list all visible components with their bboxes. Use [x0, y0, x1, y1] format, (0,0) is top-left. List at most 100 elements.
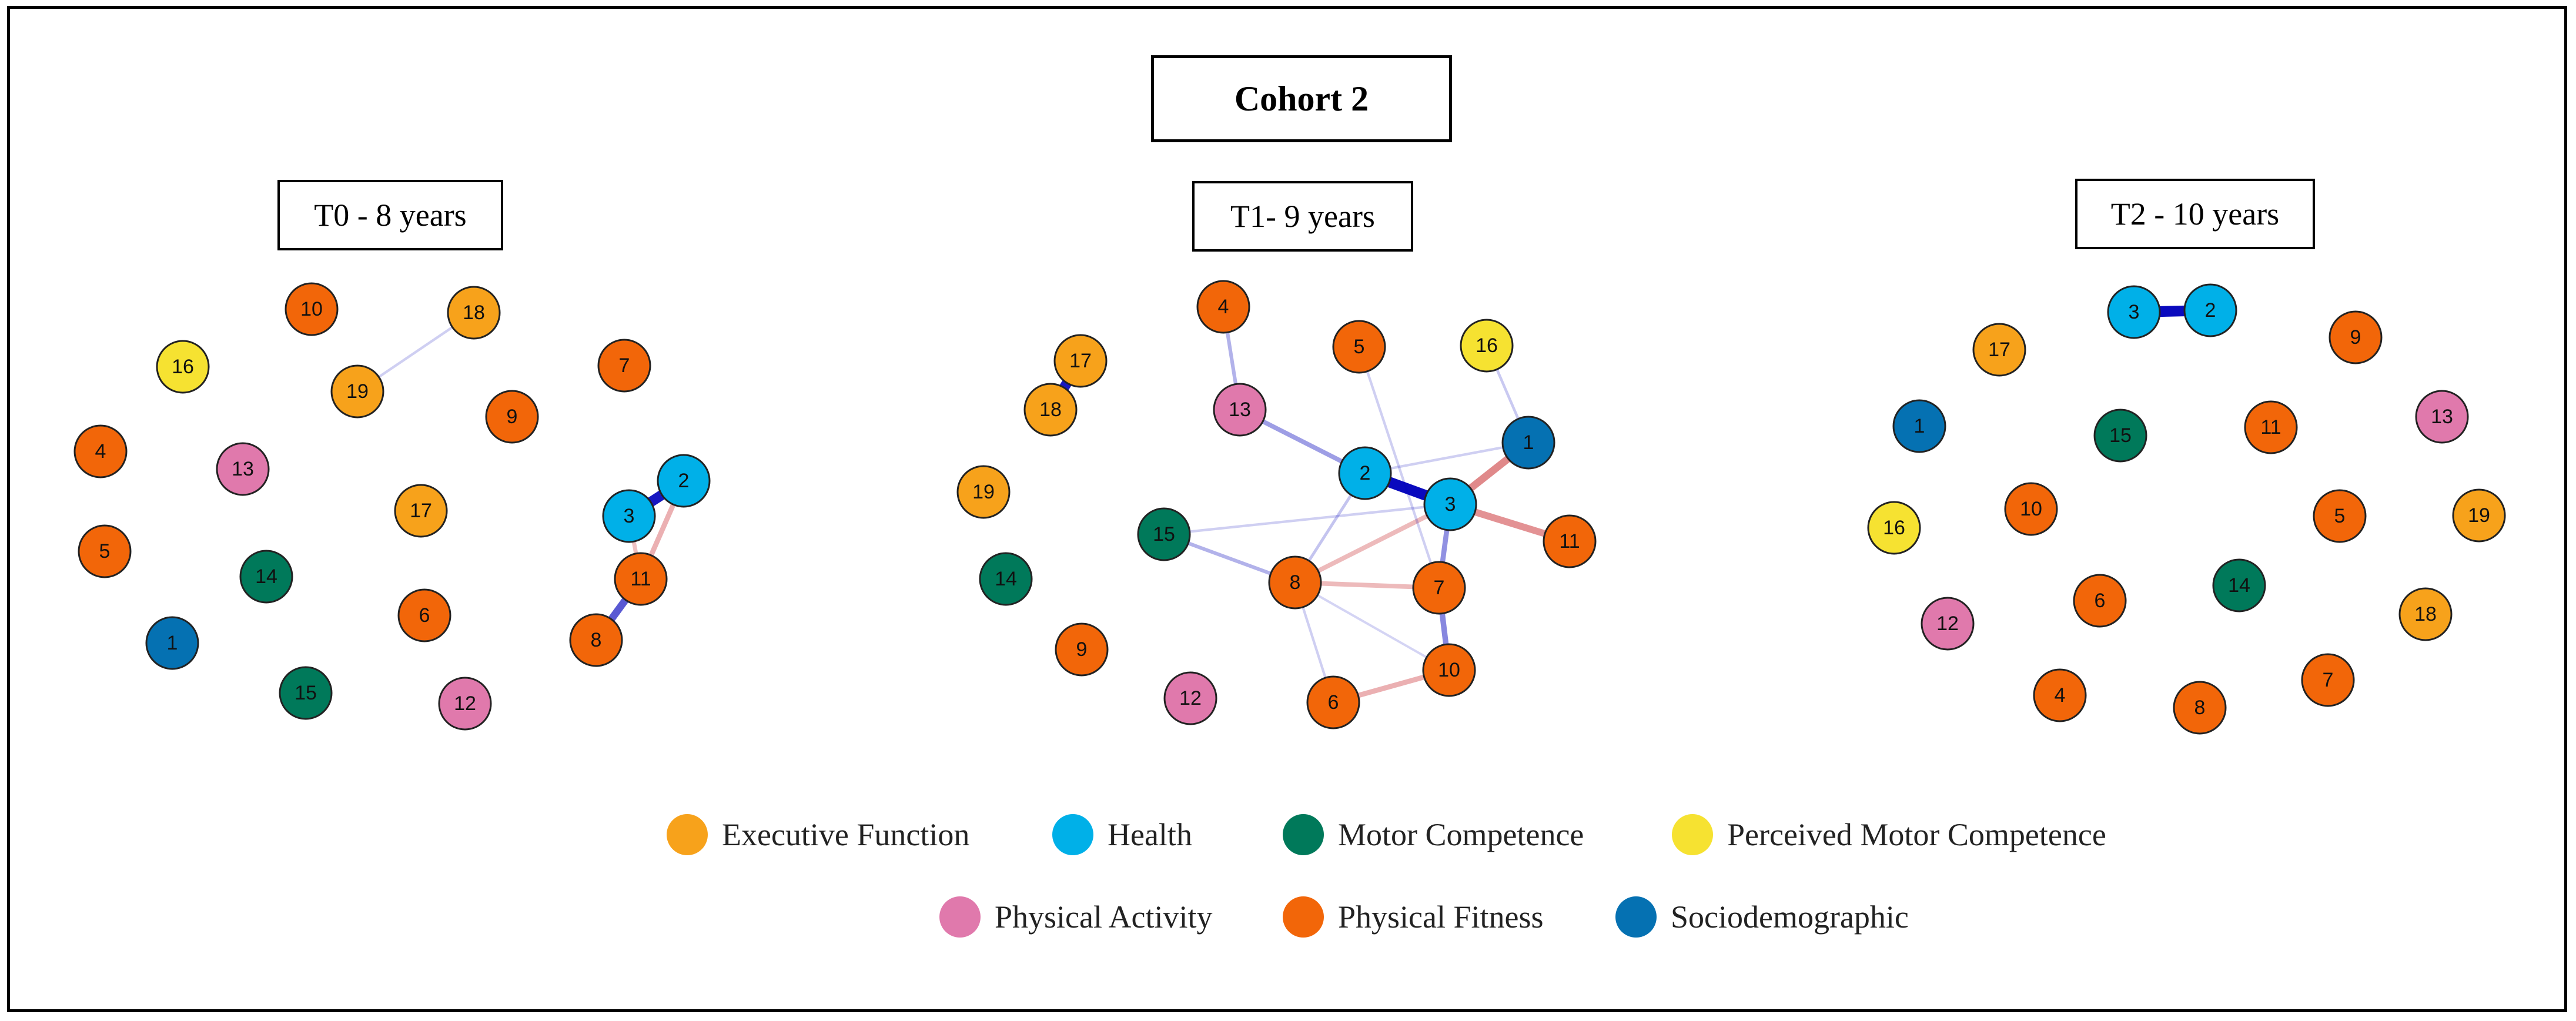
legend-label: Motor Competence: [1338, 817, 1584, 852]
node-10: 10: [1422, 643, 1476, 697]
node-14: 14: [979, 552, 1033, 606]
legend-label: Physical Activity: [995, 899, 1213, 935]
node-16: 16: [1460, 319, 1514, 373]
node-circle: [2093, 409, 2147, 463]
figure-title: Cohort 2: [1151, 55, 1452, 142]
legend-swatch-physical-activity: [939, 896, 981, 938]
node-label: 16: [172, 356, 194, 378]
node-label: 19: [346, 380, 369, 403]
node-circle: [2452, 488, 2506, 543]
legend-label: Physical Fitness: [1338, 899, 1544, 935]
node-10: 10: [2004, 482, 2058, 536]
node-label: 14: [255, 565, 277, 588]
node-9: 9: [485, 390, 539, 444]
node-label: 2: [1360, 462, 1371, 484]
node-label: 15: [1153, 523, 1175, 545]
node-3: 3: [2107, 285, 2161, 339]
node-circle: [279, 666, 333, 720]
node-label: 8: [1290, 571, 1301, 594]
node-label: 3: [2129, 301, 2140, 323]
node-circle: [1213, 383, 1267, 437]
node-circle: [1137, 507, 1191, 561]
node-6: 6: [2073, 574, 2127, 628]
node-18: 18: [447, 286, 501, 340]
node-8: 8: [1268, 555, 1322, 610]
node-circle: [397, 588, 451, 642]
node-circle: [1422, 643, 1476, 697]
node-label: 13: [1229, 399, 1251, 421]
legend-label: Perceived Motor Competence: [1727, 817, 2106, 852]
node-2: 2: [1338, 446, 1392, 500]
node-12: 12: [438, 677, 492, 731]
node-label: 9: [2350, 326, 2361, 349]
node-circle: [2301, 653, 2355, 707]
node-circle: [602, 489, 656, 543]
legend-label: Health: [1108, 817, 1192, 852]
node-label: 13: [232, 458, 254, 480]
node-19: 19: [2452, 488, 2506, 543]
node-label: 18: [463, 302, 485, 324]
node-label: 19: [972, 481, 995, 503]
node-2: 2: [2183, 283, 2237, 337]
legend-item-perceived-motor-competence: Perceived Motor Competence: [1672, 814, 2106, 855]
node-label: 2: [678, 470, 690, 492]
panel-title-t1: T1- 9 years: [1192, 181, 1413, 252]
node-19: 19: [956, 465, 1011, 519]
legend-item-health: Health: [1052, 814, 1192, 855]
node-label: 5: [1354, 336, 1365, 358]
node-circle: [330, 364, 384, 419]
node-9: 9: [1055, 622, 1109, 677]
node-circle: [1921, 597, 1975, 651]
node-circle: [1423, 477, 1477, 531]
legend-label: Executive Function: [722, 817, 970, 852]
panel-title-t2: T2 - 10 years: [2075, 179, 2315, 249]
node-label: 14: [995, 568, 1017, 590]
node-label: 16: [1476, 334, 1498, 357]
legend-label: Sociodemographic: [1671, 899, 1909, 935]
node-label: 10: [1438, 659, 1460, 681]
node-circle: [216, 442, 270, 496]
node-circle: [1306, 675, 1360, 729]
node-7: 7: [2301, 653, 2355, 707]
node-16: 16: [1867, 501, 1921, 555]
node-circle: [956, 465, 1011, 519]
node-circle: [2415, 390, 2469, 444]
node-4: 4: [73, 424, 128, 478]
node-label: 17: [1988, 339, 2010, 361]
legend-swatch-sociodemographic: [1615, 896, 1657, 938]
legend-swatch-physical-fitness: [1283, 896, 1324, 938]
legend-item-motor-competence: Motor Competence: [1283, 814, 1584, 855]
node-circle: [2398, 587, 2453, 641]
node-circle: [1412, 561, 1466, 615]
node-label: 8: [2194, 697, 2206, 719]
node-label: 4: [1218, 296, 1229, 318]
node-12: 12: [1921, 597, 1975, 651]
node-6: 6: [1306, 675, 1360, 729]
node-label: 7: [2323, 669, 2334, 691]
node-label: 18: [2414, 603, 2437, 625]
node-circle: [1268, 555, 1322, 610]
node-4: 4: [1196, 280, 1250, 334]
node-circle: [1055, 622, 1109, 677]
edge-8-3: [1293, 502, 1453, 585]
node-19: 19: [330, 364, 384, 419]
node-1: 1: [1501, 416, 1555, 470]
node-circle: [1023, 383, 1078, 437]
node-label: 11: [2260, 416, 2281, 438]
node-circle: [78, 524, 132, 578]
node-label: 6: [419, 604, 430, 627]
node-circle: [1053, 334, 1108, 388]
node-6: 6: [397, 588, 451, 642]
node-5: 5: [78, 524, 132, 578]
node-circle: [1163, 671, 1217, 725]
legend-swatch-motor-competence: [1283, 814, 1324, 855]
node-label: 11: [1559, 530, 1580, 553]
node-circle: [485, 390, 539, 444]
node-11: 11: [1543, 514, 1597, 568]
node-label: 13: [2431, 406, 2453, 428]
node-circle: [1460, 319, 1514, 373]
node-12: 12: [1163, 671, 1217, 725]
node-17: 17: [1053, 334, 1108, 388]
node-label: 11: [630, 568, 651, 590]
